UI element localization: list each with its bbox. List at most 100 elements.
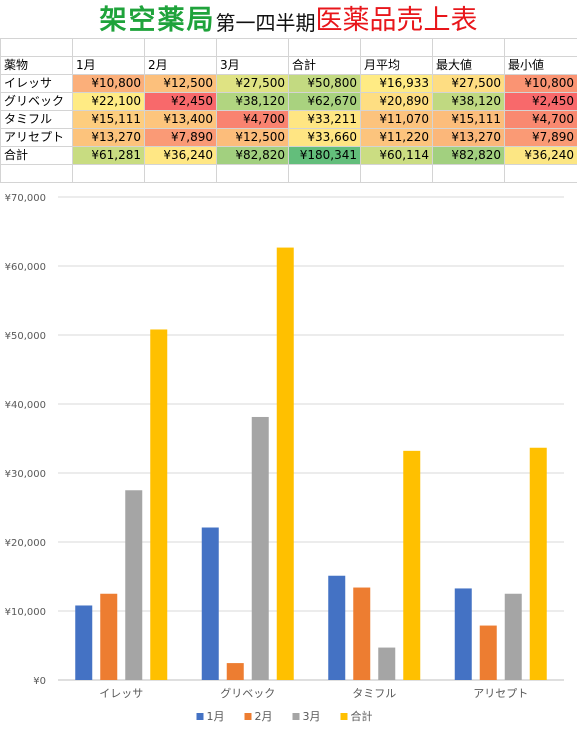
value-cell[interactable]: ¥33,660 bbox=[288, 128, 361, 147]
column-header[interactable]: 1月 bbox=[72, 56, 145, 75]
value-cell[interactable]: ¥13,270 bbox=[432, 128, 505, 147]
column-header[interactable]: 合計 bbox=[288, 56, 361, 75]
legend-label: 合計 bbox=[351, 709, 373, 723]
row-label-cell[interactable]: 合計 bbox=[0, 146, 73, 165]
value-cell[interactable]: ¥2,450 bbox=[144, 92, 217, 111]
x-category-label: イレッサ bbox=[99, 687, 143, 700]
empty-cell[interactable] bbox=[72, 164, 145, 183]
empty-cell[interactable] bbox=[360, 164, 433, 183]
empty-cell[interactable] bbox=[288, 38, 361, 57]
row-label-cell[interactable]: グリベック bbox=[0, 92, 73, 111]
empty-cell[interactable] bbox=[144, 38, 217, 57]
empty-cell[interactable] bbox=[432, 164, 505, 183]
value-cell[interactable]: ¥10,800 bbox=[72, 74, 145, 93]
y-tick-label: ¥50,000 bbox=[5, 331, 46, 342]
bar-4-3 bbox=[504, 593, 522, 680]
value-cell[interactable]: ¥12,500 bbox=[144, 74, 217, 93]
table-row: 合計 ¥61,281 ¥36,240 ¥82,820 ¥180,341 ¥60,114 ¥8… bbox=[0, 146, 577, 165]
value-cell[interactable]: ¥22,100 bbox=[72, 92, 145, 111]
empty-cell[interactable] bbox=[504, 38, 577, 57]
empty-cell[interactable] bbox=[432, 38, 505, 57]
value-cell[interactable]: ¥33,211 bbox=[288, 110, 361, 129]
table-row: グリベック ¥22,100 ¥2,450 ¥38,120 ¥62,670 ¥20,890 ¥… bbox=[0, 92, 577, 111]
value-cell[interactable]: ¥50,800 bbox=[288, 74, 361, 93]
column-header[interactable]: 月平均 bbox=[360, 56, 433, 75]
bar-3-3 bbox=[378, 647, 396, 680]
column-header[interactable]: 2月 bbox=[144, 56, 217, 75]
column-header[interactable]: 最大値 bbox=[432, 56, 505, 75]
column-header[interactable]: 最小値 bbox=[504, 56, 577, 75]
row-label-cell[interactable]: タミフル bbox=[0, 110, 73, 129]
value-cell[interactable]: ¥180,341 bbox=[288, 146, 361, 165]
y-tick-label: ¥20,000 bbox=[5, 538, 46, 549]
value-cell[interactable]: ¥36,240 bbox=[504, 146, 577, 165]
y-tick-label: ¥10,000 bbox=[5, 607, 46, 618]
value-cell[interactable]: ¥36,240 bbox=[144, 146, 217, 165]
y-tick-label: ¥60,000 bbox=[5, 262, 46, 273]
value-cell[interactable]: ¥27,500 bbox=[432, 74, 505, 93]
value-cell[interactable]: ¥27,500 bbox=[216, 74, 289, 93]
value-cell[interactable]: ¥11,070 bbox=[360, 110, 433, 129]
value-cell[interactable]: ¥16,933 bbox=[360, 74, 433, 93]
value-cell[interactable]: ¥12,500 bbox=[216, 128, 289, 147]
table-row: イレッサ ¥10,800 ¥12,500 ¥27,500 ¥50,800 ¥16,933 ¥… bbox=[0, 74, 577, 93]
sales-bar-chart: ¥0 ¥10,000 ¥20,000 ¥30,000 ¥40,000 ¥50,000 ¥60… bbox=[5, 193, 564, 723]
empty-cell[interactable] bbox=[0, 164, 73, 183]
legend-swatch bbox=[292, 713, 300, 720]
value-cell[interactable]: ¥82,820 bbox=[216, 146, 289, 165]
blank-row-bottom bbox=[0, 164, 577, 183]
value-cell[interactable]: ¥60,114 bbox=[360, 146, 433, 165]
table-header-row: 薬物 1月 2月 3月 合計 月平均 最大値 最小値 bbox=[0, 56, 577, 75]
blank-row-top bbox=[0, 38, 577, 57]
empty-cell[interactable] bbox=[288, 164, 361, 183]
bar-4-2 bbox=[479, 625, 497, 680]
value-cell[interactable]: ¥13,270 bbox=[72, 128, 145, 147]
row-label-cell[interactable]: アリセプト bbox=[0, 128, 73, 147]
value-cell[interactable]: ¥11,220 bbox=[360, 128, 433, 147]
y-tick-label: ¥30,000 bbox=[5, 469, 46, 480]
bar-3-2 bbox=[353, 587, 371, 680]
bar-4-1 bbox=[454, 588, 472, 680]
empty-cell[interactable] bbox=[144, 164, 217, 183]
y-tick-label: ¥0 bbox=[33, 676, 46, 687]
value-cell[interactable]: ¥10,800 bbox=[504, 74, 577, 93]
empty-cell[interactable] bbox=[0, 38, 73, 57]
value-cell[interactable]: ¥13,400 bbox=[144, 110, 217, 129]
value-cell[interactable]: ¥62,670 bbox=[288, 92, 361, 111]
bar-2-4 bbox=[276, 247, 294, 680]
bar-2-2 bbox=[226, 663, 244, 680]
value-cell[interactable]: ¥38,120 bbox=[432, 92, 505, 111]
value-cell[interactable]: ¥38,120 bbox=[216, 92, 289, 111]
empty-cell[interactable] bbox=[216, 164, 289, 183]
value-cell[interactable]: ¥15,111 bbox=[72, 110, 145, 129]
y-tick-label: ¥40,000 bbox=[5, 400, 46, 411]
value-cell[interactable]: ¥7,890 bbox=[504, 128, 577, 147]
column-header[interactable]: 薬物 bbox=[0, 56, 73, 75]
legend-swatch bbox=[340, 713, 348, 720]
value-cell[interactable]: ¥4,700 bbox=[504, 110, 577, 129]
empty-cell[interactable] bbox=[360, 38, 433, 57]
legend-label: 1月 bbox=[207, 710, 225, 723]
x-category-label: タミフル bbox=[352, 687, 396, 700]
bar-3-4 bbox=[403, 450, 421, 680]
bar-1-4 bbox=[150, 329, 168, 680]
legend-label: 3月 bbox=[303, 710, 321, 723]
bar-2-3 bbox=[251, 416, 269, 680]
value-cell[interactable]: ¥2,450 bbox=[504, 92, 577, 111]
empty-cell[interactable] bbox=[216, 38, 289, 57]
empty-cell[interactable] bbox=[504, 164, 577, 183]
value-cell[interactable]: ¥82,820 bbox=[432, 146, 505, 165]
bar-1-2 bbox=[100, 593, 118, 680]
bar-2-1 bbox=[201, 527, 219, 680]
empty-cell[interactable] bbox=[72, 38, 145, 57]
value-cell[interactable]: ¥20,890 bbox=[360, 92, 433, 111]
row-label-cell[interactable]: イレッサ bbox=[0, 74, 73, 93]
column-header[interactable]: 3月 bbox=[216, 56, 289, 75]
legend-swatch bbox=[196, 713, 204, 720]
value-cell[interactable]: ¥7,890 bbox=[144, 128, 217, 147]
value-cell[interactable]: ¥4,700 bbox=[216, 110, 289, 129]
bar-3-1 bbox=[328, 575, 346, 680]
x-category-label: アリセプト bbox=[473, 687, 528, 700]
value-cell[interactable]: ¥15,111 bbox=[432, 110, 505, 129]
value-cell[interactable]: ¥61,281 bbox=[72, 146, 145, 165]
